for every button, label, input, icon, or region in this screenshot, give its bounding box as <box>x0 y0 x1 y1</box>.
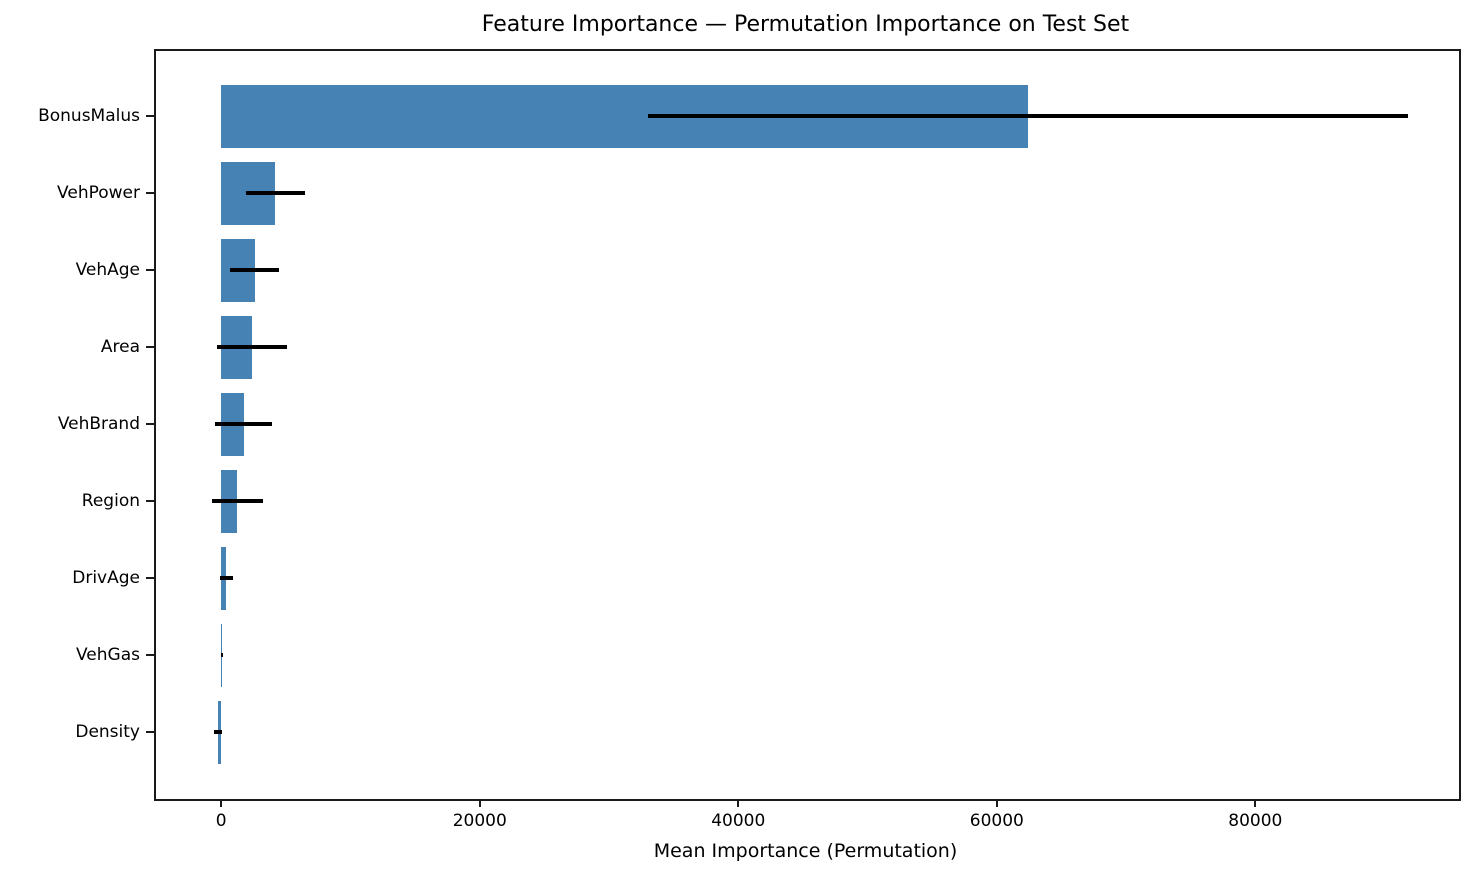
y-tick-label-vehpower: VehPower <box>57 183 140 203</box>
y-tick-label-region: Region <box>81 491 140 511</box>
y-tick-label-area: Area <box>100 337 140 357</box>
error-bar-drivage <box>219 576 233 580</box>
x-tick-label-40000: 40000 <box>711 811 766 831</box>
plot-area <box>154 49 1461 801</box>
y-tick-label-bonusmalus: BonusMalus <box>38 106 140 126</box>
y-tick-mark-vehbrand <box>146 423 154 425</box>
error-bar-region <box>211 499 264 503</box>
error-bar-vehbrand <box>215 422 273 426</box>
y-tick-mark-region <box>146 500 154 502</box>
y-tick-mark-density <box>146 731 154 733</box>
x-tick-label-60000: 60000 <box>969 811 1024 831</box>
x-tick-label-0: 0 <box>215 811 227 831</box>
y-tick-label-vehbrand: VehBrand <box>57 414 140 434</box>
x-tick-label-20000: 20000 <box>452 811 507 831</box>
y-tick-mark-vehpower <box>146 192 154 194</box>
x-tick-mark-60000 <box>995 799 998 807</box>
y-tick-label-vehage: VehAge <box>75 260 140 280</box>
x-axis-label: Mean Importance (Permutation) <box>653 840 958 862</box>
y-tick-mark-bonusmalus <box>146 115 154 117</box>
error-bar-vehage <box>230 268 280 272</box>
y-tick-label-vehgas: VehGas <box>76 645 140 665</box>
y-tick-label-density: Density <box>75 722 140 742</box>
y-tick-mark-area <box>146 346 154 348</box>
error-bar-vehpower <box>245 191 306 195</box>
y-tick-label-drivage: DrivAge <box>72 568 140 588</box>
y-tick-mark-drivage <box>146 577 154 579</box>
error-bar-vehgas <box>220 653 223 657</box>
y-tick-mark-vehage <box>146 269 154 271</box>
x-tick-mark-80000 <box>1254 799 1257 807</box>
error-bar-density <box>213 730 222 734</box>
x-tick-mark-20000 <box>478 799 481 807</box>
y-tick-mark-vehgas <box>146 654 154 656</box>
error-bar-area <box>217 345 288 349</box>
error-bar-bonusmalus <box>647 114 1408 118</box>
chart-title: Feature Importance — Permutation Importa… <box>481 12 1130 37</box>
x-tick-label-80000: 80000 <box>1228 811 1283 831</box>
x-tick-mark-40000 <box>737 799 740 807</box>
x-tick-mark-0 <box>220 799 223 807</box>
